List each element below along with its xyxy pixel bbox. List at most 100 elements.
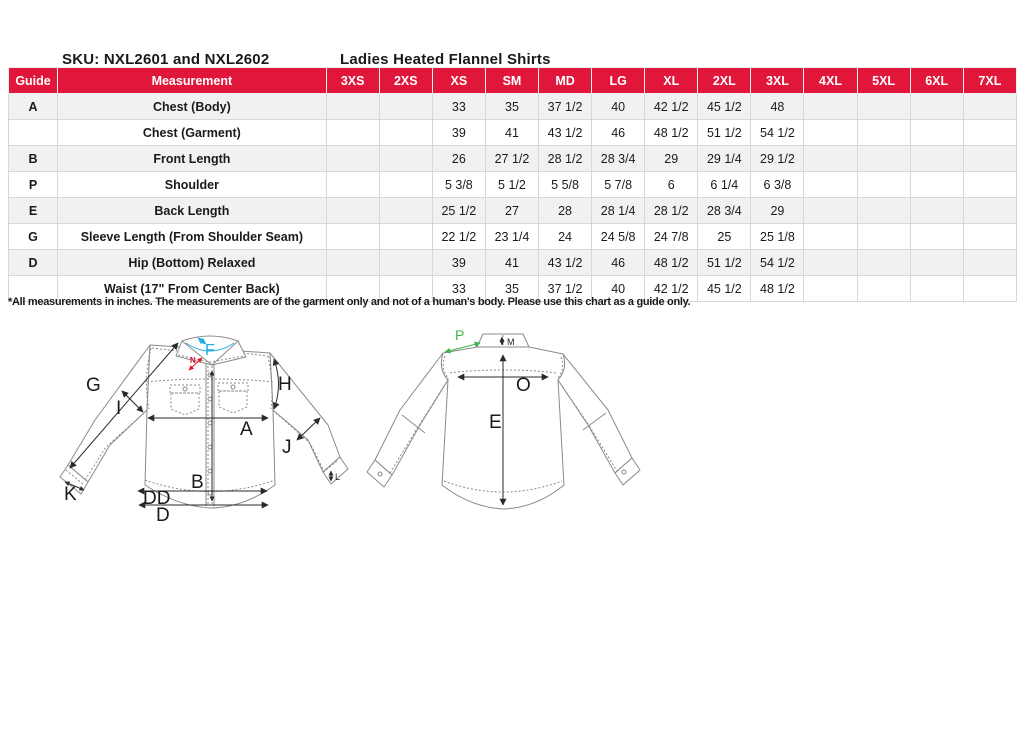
size-value-cell [803,145,858,172]
size-value-cell [378,223,433,250]
table-row: A Chest (Body) 33 35 37 1/2 40 42 1/2 45 1/2 48 [7,93,1018,120]
size-value-cell: 23 1/4 [484,223,540,250]
table-row: Waist (17" From Center Back) 33 35 37 1/2 40… [7,275,1018,302]
size-value-cell: 46 [591,249,646,276]
size-value-cell [378,275,433,302]
size-value-cell [325,197,380,224]
size-value-cell [378,249,433,276]
size-value-cell [803,249,858,276]
back-label-m: M [507,337,515,347]
size-value-cell: 40 [591,275,646,302]
size-value-cell [325,249,380,276]
size-value-cell: 40 [591,93,646,120]
size-value-cell [962,145,1018,172]
size-value-cell: 35 [484,93,540,120]
table-row: Chest (Garment) 39 41 43 1/2 46 48 1/2 51 1/2 5… [7,119,1018,146]
table-row: G Sleeve Length (From Shoulder Seam) 22 1/… [7,223,1018,250]
size-value-cell [325,119,380,146]
back-label-p: P [455,327,464,343]
measurement-cell: Waist (17" From Center Back) [57,275,327,302]
size-value-cell [909,249,964,276]
size-value-cell [856,93,911,120]
column-header-md: MD [537,67,593,94]
column-header-2xl: 2XL [697,67,752,94]
size-value-cell: 48 [750,93,805,120]
size-value-cell: 37 1/2 [537,275,593,302]
front-label-h: H [278,374,292,395]
size-value-cell [378,197,433,224]
size-value-cell [856,249,911,276]
back-shirt-diagram: P M O E [366,327,641,510]
size-value-cell: 6 3/8 [750,171,805,198]
size-value-cell [325,171,380,198]
size-value-cell: 45 1/2 [697,275,752,302]
size-value-cell [909,145,964,172]
size-value-cell [803,275,858,302]
size-value-cell: 54 1/2 [750,249,805,276]
size-value-cell: 43 1/2 [537,249,593,276]
size-value-cell: 51 1/2 [697,249,752,276]
size-value-cell: 42 1/2 [644,93,699,120]
size-value-cell: 24 [537,223,593,250]
back-measurement-arrows [444,336,549,506]
size-value-cell: 29 1/2 [750,145,805,172]
size-value-cell [325,93,380,120]
size-value-cell: 28 3/4 [697,197,752,224]
size-value-cell [856,145,911,172]
size-value-cell: 26 [431,145,486,172]
size-value-cell [856,171,911,198]
size-value-cell [378,119,433,146]
front-label-n: N [190,356,196,365]
back-label-o: O [516,375,531,396]
column-header-5xl: 5XL [856,67,911,94]
measurement-cell: Shoulder [57,171,327,198]
front-label-k: K [64,484,77,505]
size-value-cell: 51 1/2 [697,119,752,146]
size-value-cell [856,223,911,250]
front-label-i: I [116,398,121,419]
size-value-cell [909,171,964,198]
size-value-cell: 42 1/2 [644,275,699,302]
size-table-header-row: Guide Measurement 3XS 2XS XS SM MD LG XL 2XL 3XL 4X… [7,67,1018,94]
front-shirt-diagram: G I H A J B K DD D F N L [59,335,349,526]
size-value-cell [378,93,433,120]
size-value-cell: 39 [431,249,486,276]
column-header-4xl: 4XL [803,67,858,94]
size-value-cell [378,171,433,198]
size-value-cell [909,93,964,120]
size-value-cell: 29 1/4 [697,145,752,172]
guide-cell [7,119,59,146]
shirt-diagrams: G I H A J B K DD D F N L [59,327,641,526]
measurement-cell: Chest (Body) [57,93,327,120]
size-value-cell: 28 3/4 [591,145,646,172]
back-labels: P M O E [455,327,531,433]
front-label-g: G [86,375,101,396]
size-value-cell [962,197,1018,224]
size-value-cell [909,223,964,250]
size-value-cell [325,223,380,250]
size-value-cell: 35 [484,275,540,302]
size-value-cell [962,119,1018,146]
size-value-cell: 43 1/2 [537,119,593,146]
guide-cell [7,275,59,302]
size-value-cell: 41 [484,119,540,146]
size-value-cell [803,171,858,198]
size-value-cell [909,275,964,302]
size-value-cell: 39 [431,119,486,146]
column-header-2xs: 2XS [378,67,433,94]
size-value-cell: 5 7/8 [591,171,646,198]
front-labels: G I H A J B K DD D F N L [64,342,340,526]
column-header-measurement: Measurement [57,67,327,94]
size-value-cell: 45 1/2 [697,93,752,120]
size-value-cell [909,197,964,224]
size-value-cell: 37 1/2 [537,93,593,120]
front-label-d: D [156,505,170,526]
size-value-cell: 25 [697,223,752,250]
size-value-cell [325,275,380,302]
guide-cell: G [7,223,59,250]
column-header-xs: XS [431,67,486,94]
size-value-cell [856,275,911,302]
size-value-cell: 41 [484,249,540,276]
size-value-cell [803,119,858,146]
